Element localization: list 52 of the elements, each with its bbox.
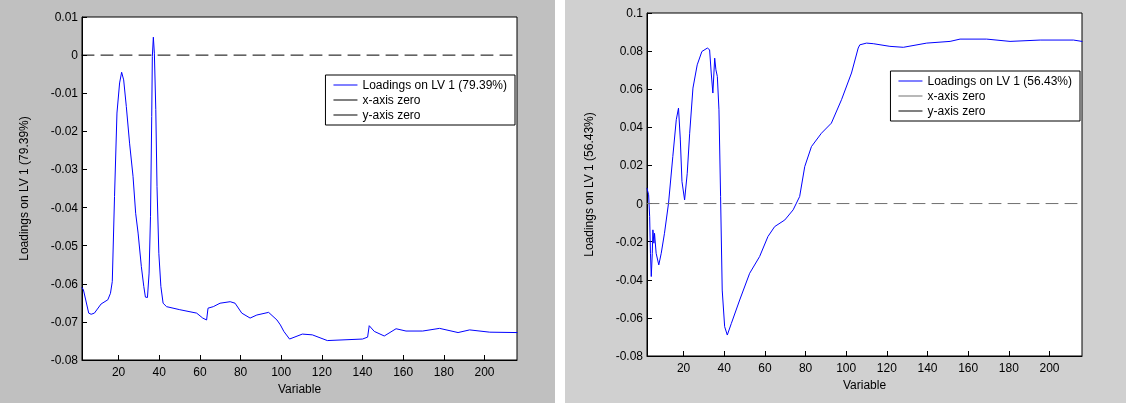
x-tick-label: 200 bbox=[1039, 361, 1060, 375]
x-tick-label: 200 bbox=[474, 365, 495, 379]
legend-label: y-axis zero bbox=[362, 108, 421, 122]
legend-label: y-axis zero bbox=[927, 104, 986, 118]
y-tick-label: -0.01 bbox=[50, 86, 79, 101]
y-tick-label: -0.06 bbox=[615, 310, 644, 325]
legend-label: x-axis zero bbox=[927, 89, 986, 103]
x-tick-label: 100 bbox=[271, 365, 292, 379]
y-tick-label: 0 bbox=[636, 196, 644, 211]
legend-label: Loadings on LV 1 (79.39%) bbox=[362, 78, 507, 92]
y-tick-label: -0.02 bbox=[615, 234, 644, 249]
y-tick-label: -0.07 bbox=[50, 314, 79, 329]
x-tick-label: 60 bbox=[193, 365, 207, 379]
x-axis-title: Variable bbox=[277, 381, 322, 396]
x-tick-label: 80 bbox=[233, 365, 248, 379]
y-tick-label: -0.03 bbox=[50, 162, 79, 177]
x-tick-label: 180 bbox=[433, 365, 455, 379]
y-tick-label: -0.05 bbox=[50, 238, 79, 253]
x-tick-label: 40 bbox=[717, 361, 732, 375]
x-tick-label: 120 bbox=[876, 361, 898, 375]
x-tick-label: 160 bbox=[958, 361, 979, 375]
x-tick-label: 120 bbox=[311, 365, 333, 379]
y-tick-label: 0.06 bbox=[619, 82, 644, 97]
y-tick-label: 0.1 bbox=[626, 6, 644, 20]
x-tick-label: 180 bbox=[998, 361, 1020, 375]
y-tick-label: -0.08 bbox=[50, 353, 79, 367]
y-tick-label: -0.04 bbox=[50, 200, 79, 215]
legend-label: Loadings on LV 1 (56.43%) bbox=[927, 74, 1072, 88]
y-tick-label: 0.04 bbox=[619, 120, 644, 135]
y-axis-title: Loadings on LV 1 (79.39%) bbox=[17, 116, 31, 261]
x-tick-label: 140 bbox=[352, 365, 373, 379]
legend-label: x-axis zero bbox=[362, 93, 421, 107]
line-series bbox=[81, 36, 518, 342]
y-tick-label: -0.02 bbox=[50, 124, 79, 139]
line-series bbox=[646, 38, 1083, 336]
y-tick-label: 0.02 bbox=[619, 158, 644, 173]
y-tick-label: -0.06 bbox=[50, 276, 79, 291]
x-tick-label: 140 bbox=[917, 361, 938, 375]
x-tick-label: 160 bbox=[393, 365, 414, 379]
x-axis-title: Variable bbox=[842, 377, 887, 392]
x-tick-label: 80 bbox=[798, 361, 813, 375]
x-tick-label: 40 bbox=[152, 365, 167, 379]
y-tick-label: -0.08 bbox=[615, 349, 644, 363]
x-tick-label: 20 bbox=[111, 365, 126, 379]
y-axis-title: Loadings on LV 1 (56.43%) bbox=[582, 112, 596, 257]
y-tick-label: -0.04 bbox=[615, 272, 644, 287]
x-tick-label: 60 bbox=[758, 361, 772, 375]
y-tick-label: 0 bbox=[71, 48, 79, 63]
x-tick-label: 20 bbox=[676, 361, 691, 375]
y-tick-label: 0.08 bbox=[619, 44, 644, 59]
y-tick-label: 0.01 bbox=[54, 10, 79, 24]
x-tick-label: 100 bbox=[836, 361, 857, 375]
